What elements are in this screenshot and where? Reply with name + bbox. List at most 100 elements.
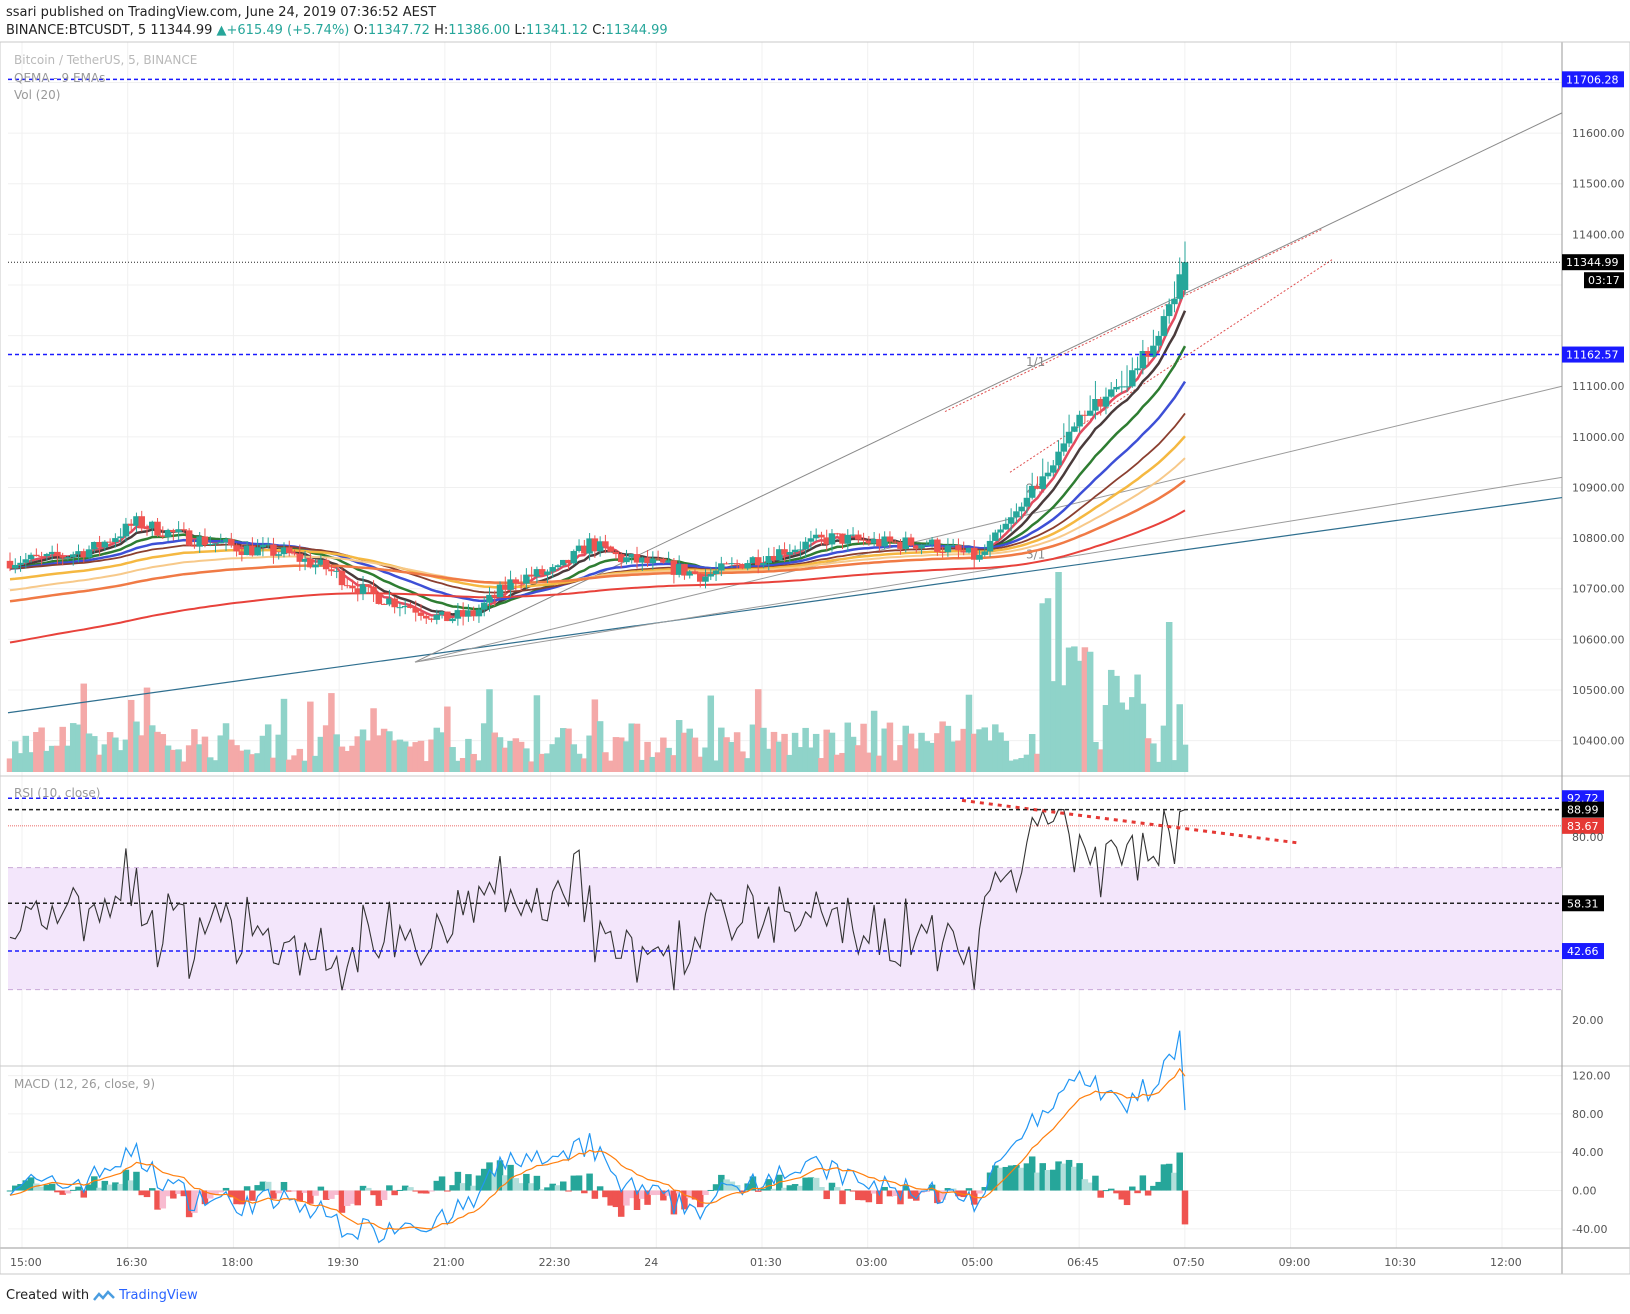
candle-body [1118,386,1126,388]
macd-line [9,1030,1186,1244]
author-name[interactable]: ssari [6,5,37,20]
macd-hist-bar [1134,1190,1141,1194]
macd-hist-bar [1018,1167,1025,1191]
candle-body [270,544,277,556]
volume-bar [949,741,957,772]
candle-body [1013,511,1020,518]
candle-body [665,560,672,563]
volume-bar [370,708,377,772]
candle-body [570,551,578,564]
volume-bar [739,751,746,772]
candle-body [349,585,356,589]
ema-line [9,380,1187,603]
volume-bar [886,722,894,772]
macd-hist-bar [217,1190,225,1193]
macd-hist-bar [797,1185,804,1191]
macd-hist-bar [1013,1165,1020,1191]
macd-hist-bar [591,1190,599,1199]
candle-body [1107,389,1115,397]
candle-body [396,607,404,609]
footer: Created with TradingView [6,1288,198,1303]
candle-body [96,541,103,548]
volume-bar [876,755,883,772]
volume-bar [1092,742,1099,772]
volume-bar [238,750,246,772]
candle-body [1028,485,1036,498]
volume-bar [217,735,225,772]
candle-body [928,539,936,545]
macd-hist-bar [233,1190,240,1205]
rsi-level-label: 42.66 [1567,945,1599,958]
volume-bar [27,752,35,772]
candle-body [307,558,314,568]
candle-body [507,579,514,590]
macd-hist-bar [860,1190,867,1201]
macd-hist-bar [85,1184,93,1191]
macd-hist-bar [802,1177,809,1191]
macd-signal-line [9,1067,1186,1230]
volume-bar [6,758,14,772]
candle-body [502,584,509,590]
volume-bar [101,744,109,772]
volume-bar [201,736,209,772]
price-axis-label: 11500.00 [1572,178,1625,191]
candle-body [491,594,499,598]
candle-body [1165,304,1173,317]
volume-bar [907,733,915,772]
candle-body [444,611,451,622]
candle-body [48,551,56,554]
candle-body [12,564,19,569]
candle-body [528,574,535,577]
macd-hist-bar [818,1186,825,1191]
macd-hist-bar [54,1190,61,1193]
candle-body [301,558,309,562]
countdown-tag [1584,272,1624,289]
tradingview-brand[interactable]: TradingView [119,1288,198,1303]
volume-bar [270,757,277,772]
volume-bar [428,739,435,772]
volume-bar [465,738,472,772]
volume-bar [391,740,398,772]
macd-hist-bar [138,1190,145,1196]
candle-body [475,609,483,617]
volume-bar [322,725,330,772]
ema-line [9,479,1186,603]
candle-body [359,584,367,594]
candle-body [164,529,172,537]
macd-hist-bar [185,1190,193,1218]
candle-body [1039,476,1046,489]
volume-bar [280,698,288,772]
macd-hist-bar [396,1189,404,1191]
macd-hist-bar [386,1185,393,1191]
candle-body [412,607,419,613]
macd-hist-bar [575,1175,583,1191]
macd-hist-bar [206,1190,214,1199]
candle-body [1071,426,1078,432]
macd-hist-bar [222,1187,230,1191]
macd-hist-bar [844,1189,852,1191]
volume-bar [1139,703,1147,772]
volume-bar [760,727,767,772]
macd-hist-bar [133,1171,140,1191]
macd-hist-bar [986,1172,994,1191]
volume-bar [823,729,830,772]
macd-hist-bar [538,1189,546,1191]
volume-bar [776,741,783,772]
volume-bar [259,735,267,772]
macd-hist-bar [96,1187,103,1191]
time-axis-label: 18:00 [221,1256,253,1269]
macd-hist-bar [833,1187,841,1191]
volume-bar [765,748,772,772]
candle-body [1007,517,1015,524]
candle-body [496,584,504,598]
volume-bar [1150,743,1157,772]
macd-hist-bar [781,1187,788,1191]
rsi-level-tag [1562,801,1604,818]
volume-bar [17,753,24,772]
volume-bar [1002,740,1010,772]
macd-hist-bar [212,1190,219,1195]
volume-bar [138,735,145,772]
volume-bar [175,749,182,772]
volume-bar [744,758,751,772]
